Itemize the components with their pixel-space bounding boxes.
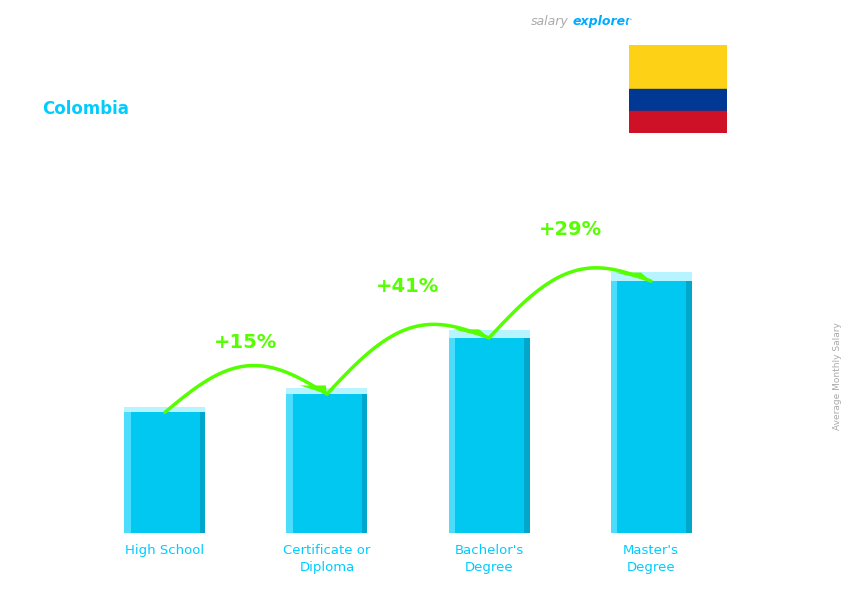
Text: +15%: +15% <box>214 333 278 352</box>
Polygon shape <box>300 385 327 394</box>
Polygon shape <box>449 330 530 338</box>
Polygon shape <box>449 338 530 533</box>
Text: Average Monthly Salary: Average Monthly Salary <box>833 322 842 430</box>
Text: 2,110,000 COP: 2,110,000 COP <box>118 393 212 405</box>
Bar <box>629 45 727 89</box>
Text: explorer: explorer <box>572 15 632 28</box>
Text: +29%: +29% <box>539 221 602 239</box>
Text: Colombia: Colombia <box>42 100 129 118</box>
Text: +41%: +41% <box>377 277 439 296</box>
Text: Copy Editer: Copy Editer <box>42 70 139 88</box>
Polygon shape <box>615 273 651 281</box>
Text: Salary Comparison By Education: Salary Comparison By Education <box>42 15 525 41</box>
Text: 3,410,000 COP: 3,410,000 COP <box>442 318 536 331</box>
Polygon shape <box>453 329 489 338</box>
Text: 2,430,000 COP: 2,430,000 COP <box>280 374 374 387</box>
Polygon shape <box>286 388 367 394</box>
Polygon shape <box>124 413 206 533</box>
Text: .com: .com <box>623 15 654 28</box>
Polygon shape <box>124 407 206 413</box>
Bar <box>629 112 727 133</box>
Polygon shape <box>610 281 692 533</box>
Polygon shape <box>610 272 692 281</box>
Polygon shape <box>610 281 617 533</box>
Polygon shape <box>201 413 206 533</box>
Polygon shape <box>524 338 530 533</box>
Polygon shape <box>362 394 367 533</box>
Polygon shape <box>286 394 367 533</box>
Text: salary: salary <box>531 15 569 28</box>
Polygon shape <box>687 281 692 533</box>
Text: 4,400,000 COP: 4,400,000 COP <box>604 261 698 275</box>
Polygon shape <box>124 413 131 533</box>
Bar <box>629 89 727 112</box>
Polygon shape <box>449 338 455 533</box>
Polygon shape <box>286 394 293 533</box>
